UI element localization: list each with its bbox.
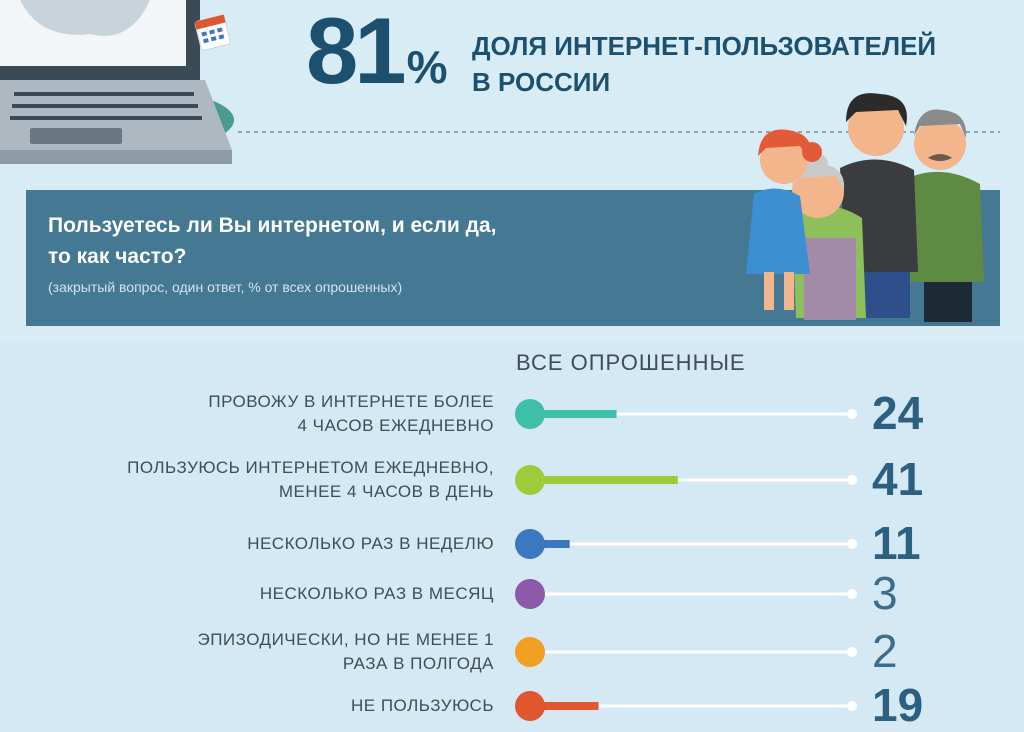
bar-start-dot — [515, 529, 545, 559]
bar-track-end — [847, 539, 857, 549]
data-label: 24 — [872, 387, 924, 439]
chart-background — [0, 342, 1024, 732]
people-illustration — [746, 93, 984, 322]
bar-track-end — [847, 647, 857, 657]
bar — [530, 476, 678, 484]
chart-title: ВСЕ ОПРОШЕННЫЕ — [516, 350, 746, 375]
headline-line-2: В РОССИИ — [472, 67, 611, 97]
question-title-line-2: то как часто? — [48, 245, 187, 268]
data-label: 3 — [872, 567, 898, 619]
bar-start-dot — [515, 579, 545, 609]
bar-track-end — [847, 701, 857, 711]
category-label-line: ПРОВОЖУ В ИНТЕРНЕТЕ БОЛЕЕ — [208, 392, 494, 411]
category-label-line: НЕСКОЛЬКО РАЗ В НЕДЕЛЮ — [247, 534, 494, 553]
headline: ДОЛЯ ИНТЕРНЕТ-ПОЛЬЗОВАТЕЛЕЙ В РОССИИ — [472, 28, 992, 100]
question-title-line-1: Пользуетесь ли Вы интернетом, и если да, — [48, 214, 497, 237]
category-label-line: 4 ЧАСОВ ЕЖЕДНЕВНО — [297, 416, 494, 435]
category-label: ЭПИЗОДИЧЕСКИ, НО НЕ МЕНЕЕ 1 РАЗА В ПОЛГОД… — [14, 628, 494, 676]
bar-start-dot — [515, 637, 545, 667]
category-label: ПОЛЬЗУЮСЬ ИНТЕРНЕТОМ ЕЖЕДНЕВНО, МЕНЕЕ 4 Ч… — [14, 456, 494, 504]
category-label-line: МЕНЕЕ 4 ЧАСОВ В ДЕНЬ — [278, 482, 494, 501]
category-label: ПРОВОЖУ В ИНТЕРНЕТЕ БОЛЕЕ 4 ЧАСОВ ЕЖЕДНЕВ… — [14, 390, 494, 438]
category-label-line: НЕ ПОЛЬЗУЮСЬ — [350, 696, 494, 715]
data-label: 11 — [872, 517, 921, 569]
calendar-icon — [194, 14, 231, 51]
headline-number: 81 % — [306, 0, 448, 103]
percent-sign: % — [406, 41, 448, 93]
question-note: (закрытый вопрос, один ответ, % от всех … — [48, 279, 403, 295]
bar — [530, 410, 617, 418]
bar-start-dot — [515, 465, 545, 495]
bar-start-dot — [515, 691, 545, 721]
data-label: 41 — [872, 453, 924, 505]
bar-track-end — [847, 409, 857, 419]
bar-start-dot — [515, 399, 545, 429]
category-label-line: НЕСКОЛЬКО РАЗ В МЕСЯЦ — [259, 584, 494, 603]
bar — [530, 702, 599, 710]
category-label-line: ЭПИЗОДИЧЕСКИ, НО НЕ МЕНЕЕ 1 — [197, 630, 494, 649]
bar-track-end — [847, 589, 857, 599]
laptop-icon — [0, 0, 234, 164]
data-label: 19 — [872, 679, 924, 731]
chart-plot — [515, 399, 857, 721]
category-label-line: ПОЛЬЗУЮСЬ ИНТЕРНЕТОМ ЕЖЕДНЕВНО, — [127, 458, 494, 477]
category-label-line: РАЗА В ПОЛГОДА — [342, 654, 494, 673]
question-title: Пользуетесь ли Вы интернетом, и если да,… — [48, 210, 688, 272]
data-label: 2 — [872, 625, 898, 677]
big-number: 81 — [306, 0, 407, 103]
headline-line-1: ДОЛЯ ИНТЕРНЕТ-ПОЛЬЗОВАТЕЛЕЙ — [472, 31, 937, 61]
bar-track-end — [847, 475, 857, 485]
bar — [530, 540, 570, 548]
category-label: НЕ ПОЛЬЗУЮСЬ — [14, 694, 494, 718]
category-label: НЕСКОЛЬКО РАЗ В НЕДЕЛЮ — [14, 532, 494, 556]
category-label: НЕСКОЛЬКО РАЗ В МЕСЯЦ — [14, 582, 494, 606]
